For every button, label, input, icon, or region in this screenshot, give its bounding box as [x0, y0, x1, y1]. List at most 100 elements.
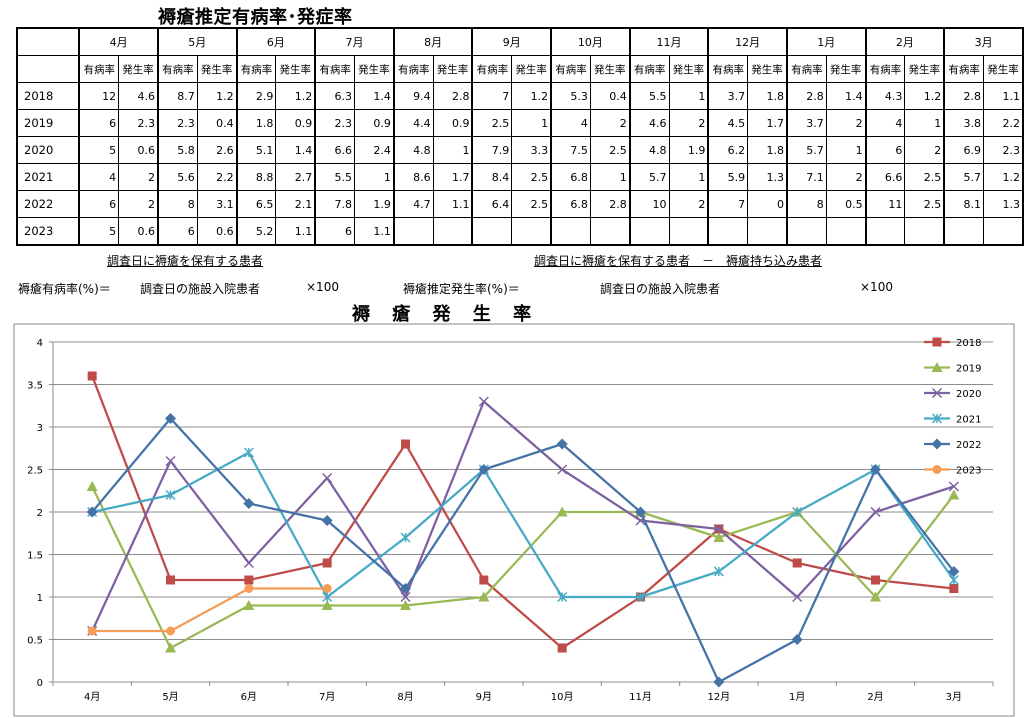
legend-marker-2018	[932, 337, 942, 347]
prevalence-cell: 7.1	[785, 163, 827, 191]
formula2-multiplier: ×100	[860, 280, 893, 294]
data-point-2018	[322, 558, 332, 568]
incidence-cell: 0.6	[196, 217, 238, 246]
prevalence-cell: 8.8	[235, 163, 277, 191]
incidence-cell: 2.8	[432, 82, 473, 110]
data-point-2022	[635, 506, 646, 518]
incidence-header: 発生率	[432, 55, 473, 83]
formula1-denominator: 調査日の施設入院患者	[140, 282, 261, 296]
data-point-2022	[948, 566, 960, 577]
data-point-2020	[243, 557, 254, 569]
year-label: 2019	[15, 109, 80, 137]
data-point-2022	[86, 506, 98, 518]
prevalence-cell: 6.6	[314, 136, 356, 164]
legend-marker-2019	[931, 362, 943, 372]
prevalence-cell: 5.7	[628, 163, 670, 191]
incidence-cell: 1	[432, 136, 473, 164]
prevalence-cell: 12	[78, 82, 120, 110]
prevalence-cell	[864, 217, 906, 246]
prevalence-header: 有病率	[943, 55, 985, 83]
data-point-2018	[166, 575, 175, 585]
prevalence-cell	[943, 217, 985, 246]
incidence-header: 発生率	[983, 55, 1024, 83]
incidence-cell: 1.8	[747, 136, 788, 164]
incidence-cell: 2	[589, 109, 631, 137]
data-point-2022	[165, 413, 176, 424]
table-corner-cell	[15, 27, 80, 56]
legend-label-2022: 2022	[956, 440, 981, 451]
legend-label-2021: 2021	[956, 415, 981, 426]
data-point-2020	[400, 591, 411, 603]
incidence-cell: 0.9	[354, 109, 395, 137]
rates-table: 4月 5月 6月 7月 8月 9月 10月 11月 12月 1月 2月 3月 有病率 発生率 有病率 発生率有…	[15, 27, 1024, 246]
data-point-2020	[870, 506, 881, 518]
data-point-2021	[713, 566, 724, 577]
prevalence-cell: 2.8	[943, 82, 985, 110]
data-point-2019	[870, 591, 881, 602]
formula2-numerator: 調査日に褥瘡を保有する患者 － 褥瘡持ち込み患者	[534, 254, 823, 268]
data-point-2019	[243, 600, 255, 610]
prevalence-cell: 4.7	[392, 190, 434, 218]
incidence-cell: 2.3	[983, 136, 1024, 164]
prevalence-cell: 5.2	[235, 217, 277, 246]
table-row: 2022 6 2 8 3.1 6.5 2.1 7.8 1.9 4.7 1.1 6.4 2.5 6.8 2.8…	[15, 190, 1024, 218]
month-header: 11月	[628, 27, 709, 56]
prevalence-cell: 6.4	[471, 190, 513, 218]
incidence-cell: 2	[118, 163, 159, 191]
data-point-2022	[478, 464, 490, 475]
data-point-2020	[165, 455, 176, 467]
data-point-2022	[556, 438, 568, 450]
incidence-cell	[904, 217, 945, 246]
incidence-cell: 4.6	[118, 82, 159, 110]
prevalence-cell: 7.8	[314, 190, 356, 218]
y-tick-label: 0	[37, 678, 43, 689]
data-point-2019	[948, 489, 960, 500]
prevalence-cell	[550, 217, 591, 246]
data-point-2021	[243, 447, 254, 458]
legend-marker-2023	[932, 465, 942, 474]
incidence-cell	[983, 217, 1024, 246]
data-point-2020	[478, 396, 489, 407]
prevalence-cell: 3.7	[785, 109, 827, 137]
prevalence-cell: 5.6	[156, 163, 198, 191]
month-header: 3月	[943, 27, 1024, 56]
prevalence-cell: 1.8	[235, 109, 277, 137]
table-subheader-row: 有病率 発生率 有病率 発生率 有病率 発生率 有病率 発生率 有病率 発生率 有病率 発生率 有病率発…	[15, 55, 1024, 83]
prevalence-cell: 4.3	[864, 82, 906, 110]
incidence-cell: 1	[354, 163, 395, 191]
table-row: 2019 6 2.3 2.3 0.4 1.8 0.9 2.3 0.9 4.4 0.9 2.5 1 4 2 4.…	[15, 109, 1024, 137]
data-point-2018	[792, 558, 802, 568]
incidence-cell: 1	[511, 109, 552, 137]
prevalence-cell: 8	[785, 190, 827, 218]
prevalence-cell: 3.8	[943, 109, 985, 137]
incidence-cell: 2.8	[589, 190, 631, 218]
data-point-2020	[948, 481, 959, 492]
incidence-header: 発生率	[275, 55, 316, 83]
x-tick-label: 7月	[319, 691, 335, 703]
data-point-2019	[400, 600, 411, 610]
incidence-cell: 1.9	[668, 136, 709, 164]
incidence-cell: 1.1	[354, 217, 395, 246]
prevalence-header: 有病率	[156, 55, 198, 83]
incidence-cell: 2.5	[511, 163, 552, 191]
incidence-cell: 2	[904, 136, 945, 164]
year-label: 2020	[15, 136, 80, 164]
prevalence-header: 有病率	[864, 55, 906, 83]
data-point-2018	[401, 439, 410, 449]
table-row: 2023 5 0.6 6 0.6 5.2 1.1 6 1.1	[15, 217, 1024, 246]
prevalence-cell: 4.6	[628, 109, 670, 137]
incidence-cell: 1	[589, 163, 631, 191]
incidence-cell: 2	[118, 190, 159, 218]
month-header: 4月	[78, 27, 159, 56]
incidence-cell: 1	[825, 136, 867, 164]
prevalence-cell: 4	[864, 109, 906, 137]
prevalence-cell: 5.1	[235, 136, 277, 164]
prevalence-cell: 4.4	[392, 109, 434, 137]
prevalence-cell	[707, 217, 749, 246]
prevalence-cell: 6	[156, 217, 198, 246]
incidence-cell	[825, 217, 867, 246]
incidence-cell: 1	[668, 163, 709, 191]
incidence-header: 発生率	[511, 55, 552, 83]
incidence-cell: 0.6	[118, 217, 159, 246]
data-point-2022	[713, 676, 725, 688]
